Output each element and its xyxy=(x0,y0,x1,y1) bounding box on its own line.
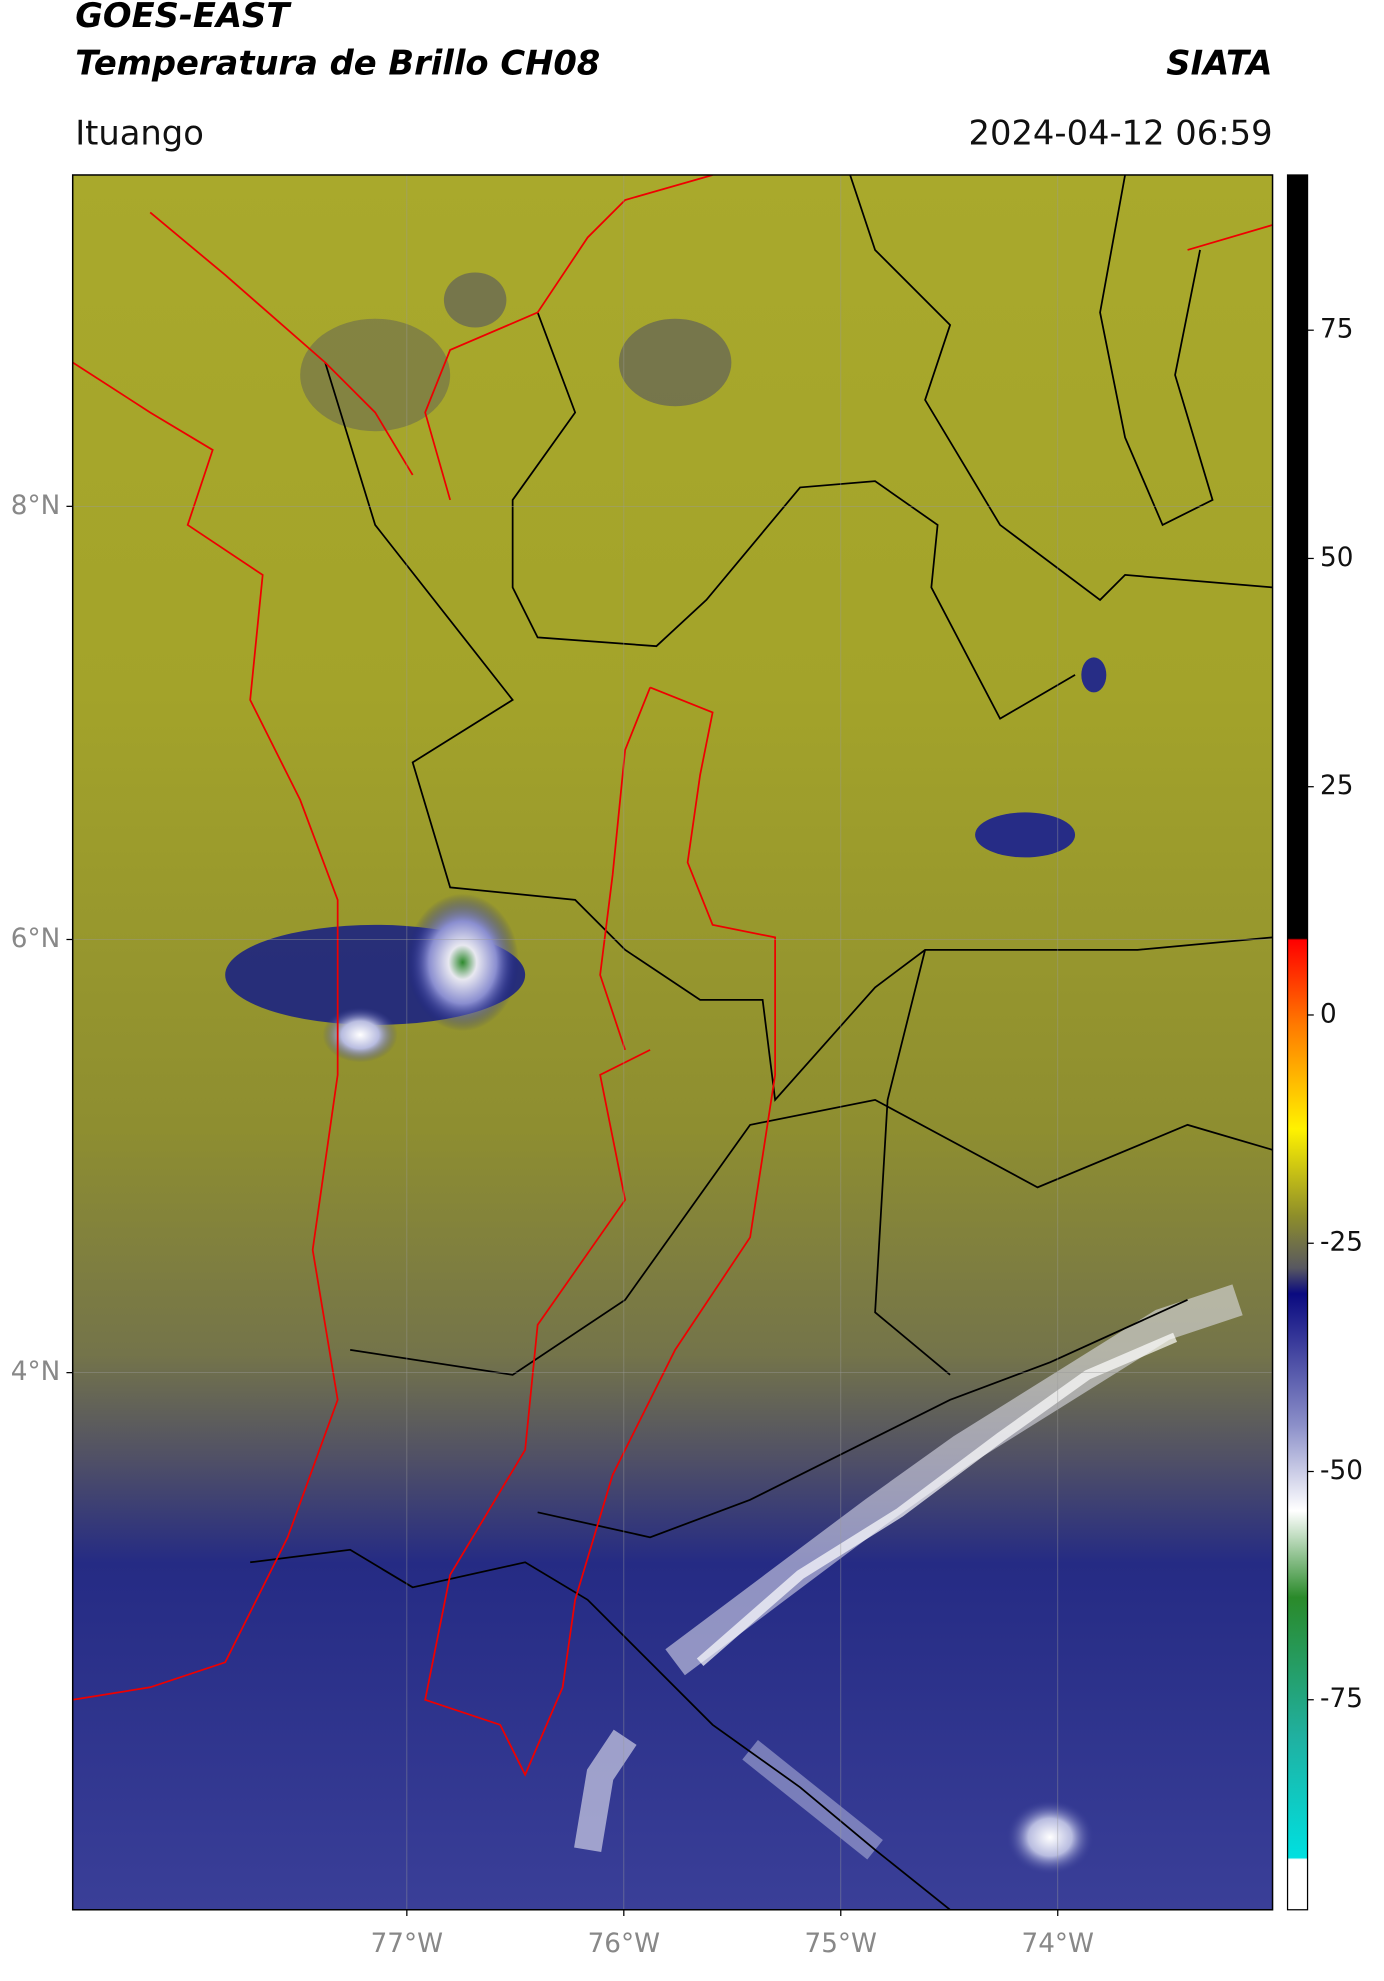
colorbar-tick-label: 50 xyxy=(1320,543,1353,573)
y-tick-label: 4°N xyxy=(11,1357,60,1387)
location: Ituango xyxy=(75,113,204,152)
colorbar-tick-label: 75 xyxy=(1320,315,1353,345)
source: SIATA xyxy=(1166,43,1272,82)
x-tick-label: 77°W xyxy=(371,1929,443,1959)
colorbar-tick-label: -50 xyxy=(1320,1456,1363,1486)
x-tick-label: 74°W xyxy=(1022,1929,1094,1959)
title: GOES-EAST xyxy=(75,0,292,35)
colorbar-tick-label: -25 xyxy=(1320,1228,1363,1258)
map-frame xyxy=(71,174,1274,1911)
colorbar-tick-label: -75 xyxy=(1320,1684,1363,1714)
subtitle: Temperatura de Brillo CH08 xyxy=(75,43,600,82)
x-tick-label: 75°W xyxy=(805,1929,877,1959)
colorbar-tick-label: 0 xyxy=(1320,999,1337,1029)
y-tick-label: 8°N xyxy=(11,491,60,521)
x-tick-label: 76°W xyxy=(588,1929,660,1959)
colorbar xyxy=(1286,174,1309,1911)
map-imagery xyxy=(72,174,1273,1910)
colorbar-tick-label: 25 xyxy=(1320,771,1353,801)
y-tick-label: 6°N xyxy=(11,924,60,954)
timestamp: 2024-04-12 06:59 xyxy=(969,113,1273,152)
